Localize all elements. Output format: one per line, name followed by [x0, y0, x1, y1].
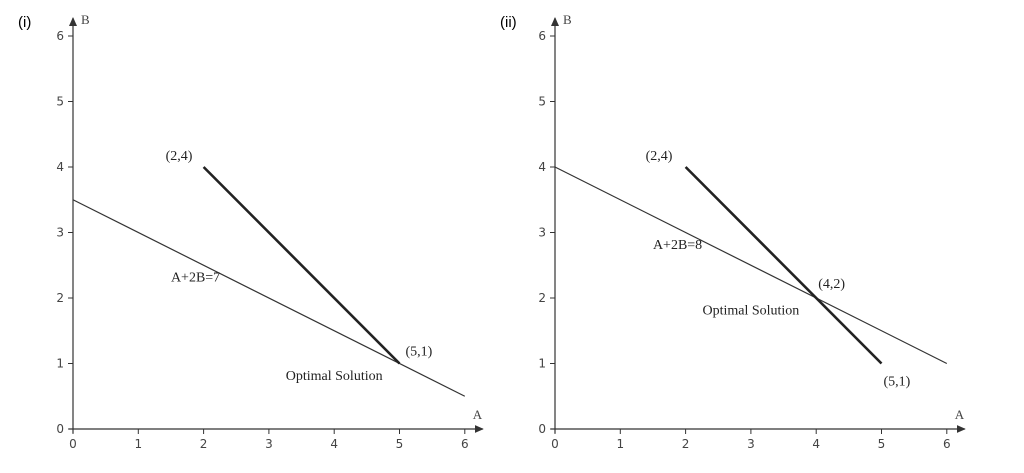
y-tick-label: 3	[56, 226, 64, 240]
x-tick-label: 3	[747, 437, 755, 451]
y-tick-label: 4	[56, 160, 64, 174]
annotation-label: Optimal Solution	[286, 369, 383, 384]
x-axis-label: A	[955, 407, 965, 422]
y-tick-label: 0	[538, 422, 546, 436]
x-tick-label: 1	[616, 437, 624, 451]
x-tick-label: 0	[551, 437, 559, 451]
x-tick-label: 6	[943, 437, 951, 451]
x-tick-label: 2	[200, 437, 208, 451]
constraint-line	[554, 166, 948, 365]
annotation-label: (5,1)	[884, 375, 911, 390]
annotation-label: Optimal Solution	[702, 303, 799, 318]
panel-i-tag: (i)	[18, 14, 32, 31]
y-tick-label: 1	[538, 357, 546, 371]
constraint-line	[72, 199, 466, 397]
x-tick-label: 6	[461, 437, 469, 451]
x-tick-label: 5	[396, 437, 404, 451]
x-tick-label: 2	[682, 437, 690, 451]
segment-line	[202, 166, 401, 365]
x-axis-label: A	[473, 407, 483, 422]
x-tick-label: 0	[69, 437, 77, 451]
segment-line	[684, 166, 883, 365]
annotation-label: (5,1)	[406, 345, 433, 360]
y-tick-label: 2	[538, 291, 546, 305]
x-tick-label: 3	[265, 437, 273, 451]
annotation-label: A+2B=8	[653, 238, 702, 253]
y-tick-label: 3	[538, 226, 546, 240]
annotation-label: (2,4)	[166, 149, 193, 164]
y-tick-label: 2	[56, 291, 64, 305]
y-tick-label: 6	[538, 29, 546, 43]
chart-panel-i: A B 0 1 2 3 4 5 6 0 1 2 3 4 5 6 (2,4) (5,1) A+2B=7 Optimal …	[56, 12, 484, 451]
panel-ii-tag: (ii)	[500, 14, 517, 31]
y-axis-label: B	[563, 12, 572, 27]
annotation-label: (2,4)	[646, 149, 673, 164]
y-tick-label: 5	[538, 95, 546, 109]
y-tick-label: 5	[56, 95, 64, 109]
x-tick-label: 5	[878, 437, 886, 451]
x-tick-label: 4	[330, 437, 338, 451]
x-tick-label: 4	[812, 437, 820, 451]
y-tick-label: 0	[56, 422, 64, 436]
annotation-label: A+2B=7	[171, 271, 220, 286]
y-tick-label: 4	[538, 160, 546, 174]
chart-panel-ii: A B 0 1 2 3 4 5 6 0 1 2 3 4 5 6 (2,4) (4,2) (5,1) A+2B=8 Opt…	[538, 12, 966, 451]
annotation-label: (4,2)	[818, 277, 845, 292]
y-axis-label: B	[81, 12, 90, 27]
y-tick-label: 6	[56, 29, 64, 43]
y-tick-label: 1	[56, 357, 64, 371]
x-tick-label: 1	[134, 437, 142, 451]
